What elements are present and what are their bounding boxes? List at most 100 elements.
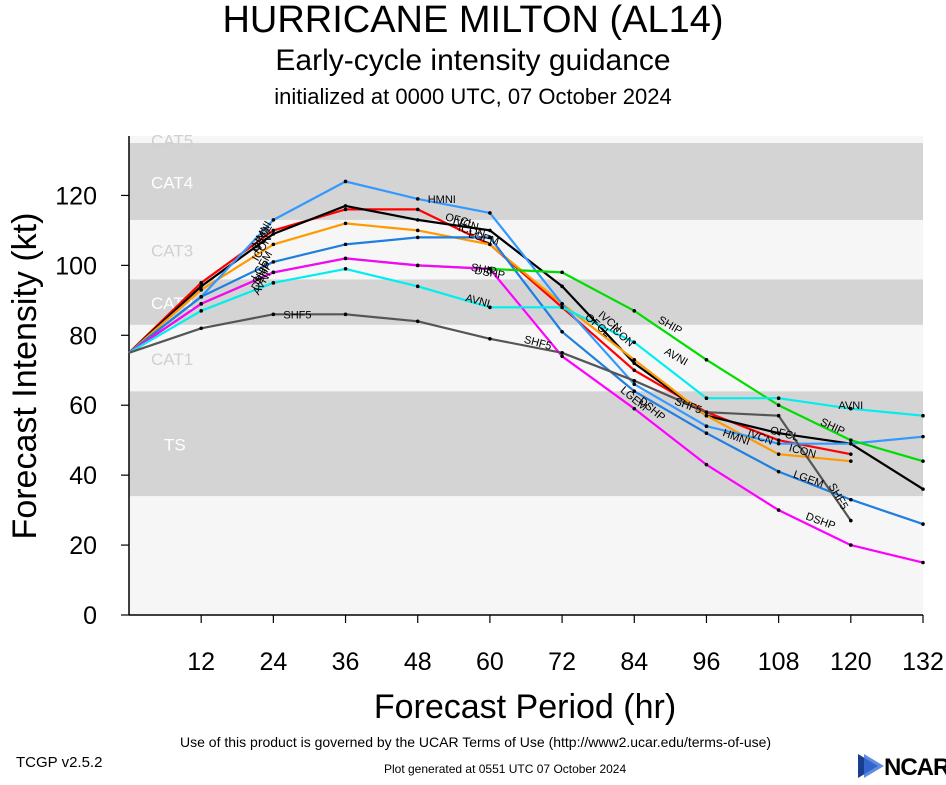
band-label-ts: TS [164,436,186,455]
series-point-icon [849,459,853,463]
series-point-ivcn [560,284,564,289]
generated-timestamp: Plot generated at 0551 UTC 07 October 20… [384,762,627,776]
series-point-avni [560,305,564,310]
series-point-ship [632,309,637,313]
series-point-dshp [415,263,420,268]
series-point-hmni [632,382,637,387]
series-point-lgem [560,329,564,334]
series-point-avni [921,413,925,418]
chart-title: HURRICANE MILTON (AL14) [222,0,724,41]
series-point-shf5 [199,326,203,331]
series-point-shf5 [632,378,637,383]
series-point-ofcl [632,368,637,373]
series-point-lgem [632,389,637,394]
series-point-lgem [271,260,276,264]
series-point-icon [271,242,276,247]
y-tick-label: 40 [69,462,97,490]
band-cat5 [129,136,923,143]
series-label-shf5: SHF5 [283,309,311,321]
band-cat3 [129,219,923,280]
series-label-hmni: HMNI [428,194,456,206]
series-point-hmni [849,441,853,446]
category-bands: TS CAT1 CAT2 CAT3 CAT4 CAT5 [129,131,923,615]
series-point-icon [776,452,781,456]
band-label-cat2: CAT2 [151,294,193,313]
series-point-icon [343,221,348,226]
series-point-hmni [271,218,276,222]
series-point-avni [415,284,420,289]
series-point-lgem [849,497,853,502]
series-point-ivcn [343,204,348,208]
y-tick-label: 80 [69,322,97,350]
band-label-cat5: CAT5 [151,131,193,150]
series-point-ship [849,438,853,442]
chart-init-time: initialized at 0000 UTC, 07 October 2024 [274,84,672,109]
series-point-shf5 [343,312,348,317]
x-axis-label: Forecast Period (hr) [374,688,676,726]
series-point-lgem [488,235,492,240]
ncar-logo-text: NCAR [884,754,946,781]
series-point-shf5 [415,319,420,324]
series-point-ivcn [488,228,492,233]
series-point-ship [776,403,781,408]
x-tick-label: 132 [902,648,944,676]
axes: 0 20 40 60 80 100 120 12 24 36 48 60 72 84 96 108 120 132 [55,136,944,676]
series-line-lgem [128,236,924,526]
series-point-avni [632,340,637,345]
series-point-hmni [560,302,564,306]
series-point-shf5 [849,518,853,523]
series-point-avni [849,406,853,411]
series-point-dshp [849,543,853,547]
band-cat4 [129,142,923,220]
series-line-dshp [128,257,924,564]
series-point-lgem [343,242,348,247]
series-point-hmni [921,434,925,439]
x-tick-label: 108 [758,648,800,676]
series-point-ship [560,270,564,275]
series-point-hmni [415,197,420,201]
series-point-ofcl [415,207,420,212]
x-tick-label: 120 [830,648,872,676]
series-point-icon [632,357,637,362]
y-tick-label: 120 [55,182,97,210]
series-lines [128,179,925,565]
y-tick-label: 20 [69,532,97,560]
x-tick-label: 12 [187,648,215,676]
series-point-icon [199,288,203,292]
series-point-icon [488,242,492,247]
series-point-avni [271,281,276,285]
series-point-dshp [632,406,637,411]
series-point-ofcl [271,228,276,233]
series-point-dshp [343,256,348,261]
series-point-shf5 [488,336,492,341]
series-point-avni [199,309,203,313]
series-point-hmni [704,424,709,428]
x-tick-label: 48 [404,648,432,676]
version-label: TCGP v2.5.2 [16,754,103,771]
series-point-ofcl [776,438,781,442]
series-label-ship: SHIP [470,262,497,278]
series-point-lgem [199,295,203,299]
series-point-shf5 [560,350,564,355]
band-label-cat4: CAT4 [151,173,193,192]
ncar-logo-icon [858,754,884,778]
series-point-icon [415,228,420,233]
y-tick-label: 0 [83,602,97,630]
series-point-dshp [271,270,276,275]
band-cat1 [129,324,923,392]
series-point-shf5 [704,410,709,415]
series-point-avni [488,305,492,310]
series-point-shf5 [776,413,781,418]
ncar-logo: NCAR [856,750,946,781]
band-label-cat1: CAT1 [151,350,193,369]
series-point-ofcl [199,281,203,285]
series-point-dshp [704,462,709,467]
series-point-dshp [921,560,925,565]
series-point-dshp [488,267,492,271]
series-label-avni: AVNI [838,400,863,412]
series-point-avni [776,396,781,401]
series-line-hmni [128,180,924,445]
y-tick-label: 100 [55,252,97,280]
series-point-ivcn [921,487,925,491]
